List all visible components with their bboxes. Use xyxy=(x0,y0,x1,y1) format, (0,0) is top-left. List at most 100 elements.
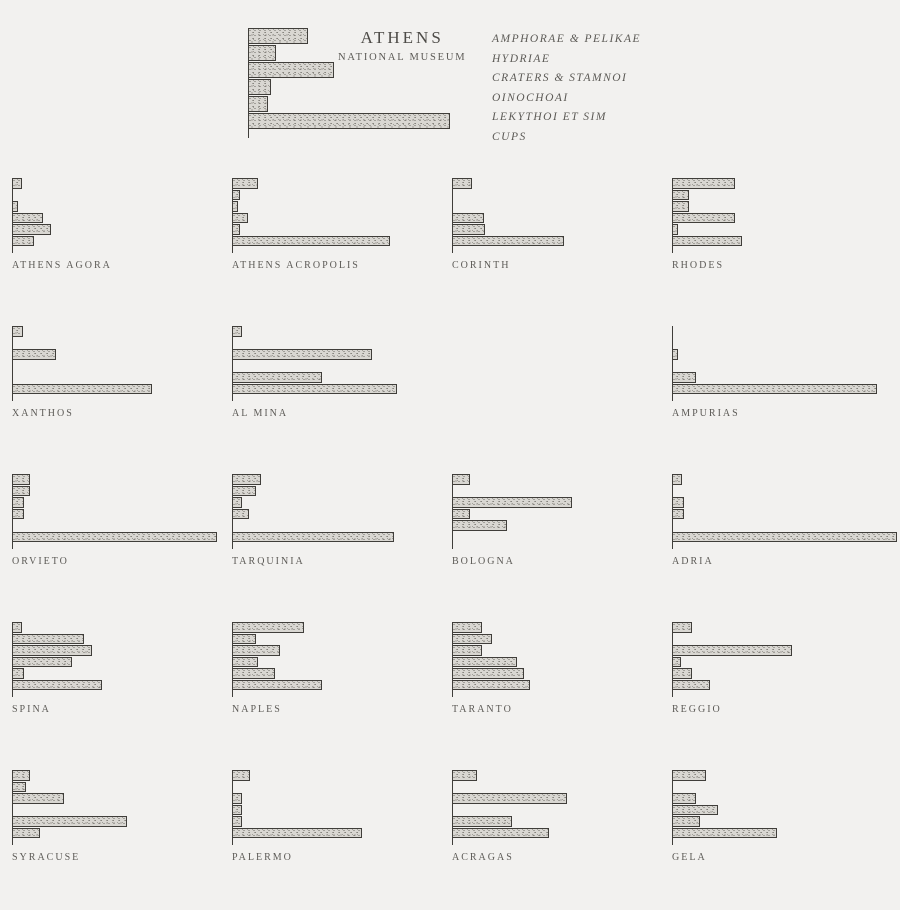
bar xyxy=(232,201,238,212)
bar xyxy=(672,213,735,224)
legend-item: LEKYTHOI ET SIM xyxy=(492,108,641,128)
bar xyxy=(672,372,696,383)
chart-label: SYRACUSE xyxy=(12,852,80,863)
bar xyxy=(12,224,51,235)
bar xyxy=(12,213,43,224)
chart-label: XANTHOS xyxy=(12,408,74,419)
bar xyxy=(672,349,678,360)
page-title: ATHENS xyxy=(338,28,466,48)
bar xyxy=(12,657,72,668)
bar xyxy=(12,645,92,656)
bar xyxy=(12,326,23,337)
chart-label: NAPLES xyxy=(232,704,282,715)
chart-label: AMPURIAS xyxy=(672,408,740,419)
bar xyxy=(12,793,64,804)
chart-label: ATHENS AGORA xyxy=(12,260,112,271)
bar xyxy=(12,680,102,691)
bar xyxy=(232,474,261,485)
chart-label: ACRAGAS xyxy=(452,852,514,863)
chart-label: ADRIA xyxy=(672,556,714,567)
bar xyxy=(452,680,530,691)
bar xyxy=(452,793,567,804)
bar xyxy=(232,326,242,337)
chart-label: CORINTH xyxy=(452,260,510,271)
chart-label: SPINA xyxy=(12,704,51,715)
bar xyxy=(248,62,334,78)
bar xyxy=(672,770,706,781)
chart-label: BOLOGNA xyxy=(452,556,515,567)
bar xyxy=(452,645,482,656)
bar xyxy=(232,236,390,247)
bar xyxy=(452,657,517,668)
bar xyxy=(232,372,322,383)
bar xyxy=(232,645,280,656)
bar xyxy=(452,178,472,189)
bar xyxy=(248,79,271,95)
bar xyxy=(12,816,127,827)
bar xyxy=(452,828,549,839)
bar xyxy=(232,349,372,360)
bar xyxy=(232,384,397,395)
chart-cell: XANTHOS xyxy=(12,326,232,466)
chart-cell: ORVIETO xyxy=(12,474,232,614)
chart-cell: NAPLES xyxy=(232,622,452,762)
bar xyxy=(232,680,322,691)
bar xyxy=(248,96,268,112)
bar xyxy=(672,384,877,395)
chart-label: TARQUINIA xyxy=(232,556,305,567)
chart-label: GELA xyxy=(672,852,707,863)
page-subtitle: NATIONAL MUSEUM xyxy=(338,52,466,63)
bar xyxy=(12,178,22,189)
chart-cell: TARQUINIA xyxy=(232,474,452,614)
bar xyxy=(672,805,718,816)
legend-item: CRATERS & STAMNOI xyxy=(492,69,641,89)
chart-cell: TARANTO xyxy=(452,622,672,762)
bar xyxy=(12,486,30,497)
bar xyxy=(12,634,84,645)
bar xyxy=(672,668,692,679)
bar xyxy=(672,509,684,520)
chart-cell: AMPURIAS xyxy=(672,326,892,466)
bar xyxy=(232,770,250,781)
chart-label: ORVIETO xyxy=(12,556,69,567)
chart-cell: RHODES xyxy=(672,178,892,318)
chart-cell: ACRAGAS xyxy=(452,770,672,910)
bar xyxy=(12,497,24,508)
bar xyxy=(672,190,689,201)
legend-item: HYDRIAE xyxy=(492,50,641,70)
chart-cell: ATHENS AGORA xyxy=(12,178,232,318)
bar xyxy=(672,236,742,247)
bar xyxy=(452,520,507,531)
bar xyxy=(452,224,485,235)
chart-cell: SPINA xyxy=(12,622,232,762)
bar xyxy=(452,213,484,224)
bar xyxy=(232,532,394,543)
bar xyxy=(12,384,152,395)
chart-label: REGGIO xyxy=(672,704,722,715)
chart-cell: BOLOGNA xyxy=(452,474,672,614)
chart-cell: AL MINA xyxy=(232,326,452,466)
bar xyxy=(452,236,564,247)
chart-cell: ADRIA xyxy=(672,474,892,614)
bar xyxy=(672,622,692,633)
chart-label: RHODES xyxy=(672,260,724,271)
bar xyxy=(232,509,249,520)
chart-cell: REGGIO xyxy=(672,622,892,762)
bar xyxy=(452,622,482,633)
bar xyxy=(12,349,56,360)
bar xyxy=(452,634,492,645)
bar xyxy=(672,680,710,691)
bar xyxy=(232,828,362,839)
bar xyxy=(452,668,524,679)
bar xyxy=(12,474,30,485)
bar xyxy=(232,634,256,645)
bar xyxy=(672,657,681,668)
bar xyxy=(672,497,684,508)
chart-cell: CORINTH xyxy=(452,178,672,318)
legend-item: OINOCHOAI xyxy=(492,89,641,109)
bar xyxy=(232,497,242,508)
bar xyxy=(672,532,897,543)
bar xyxy=(12,770,30,781)
bar xyxy=(12,828,40,839)
bar xyxy=(12,509,24,520)
